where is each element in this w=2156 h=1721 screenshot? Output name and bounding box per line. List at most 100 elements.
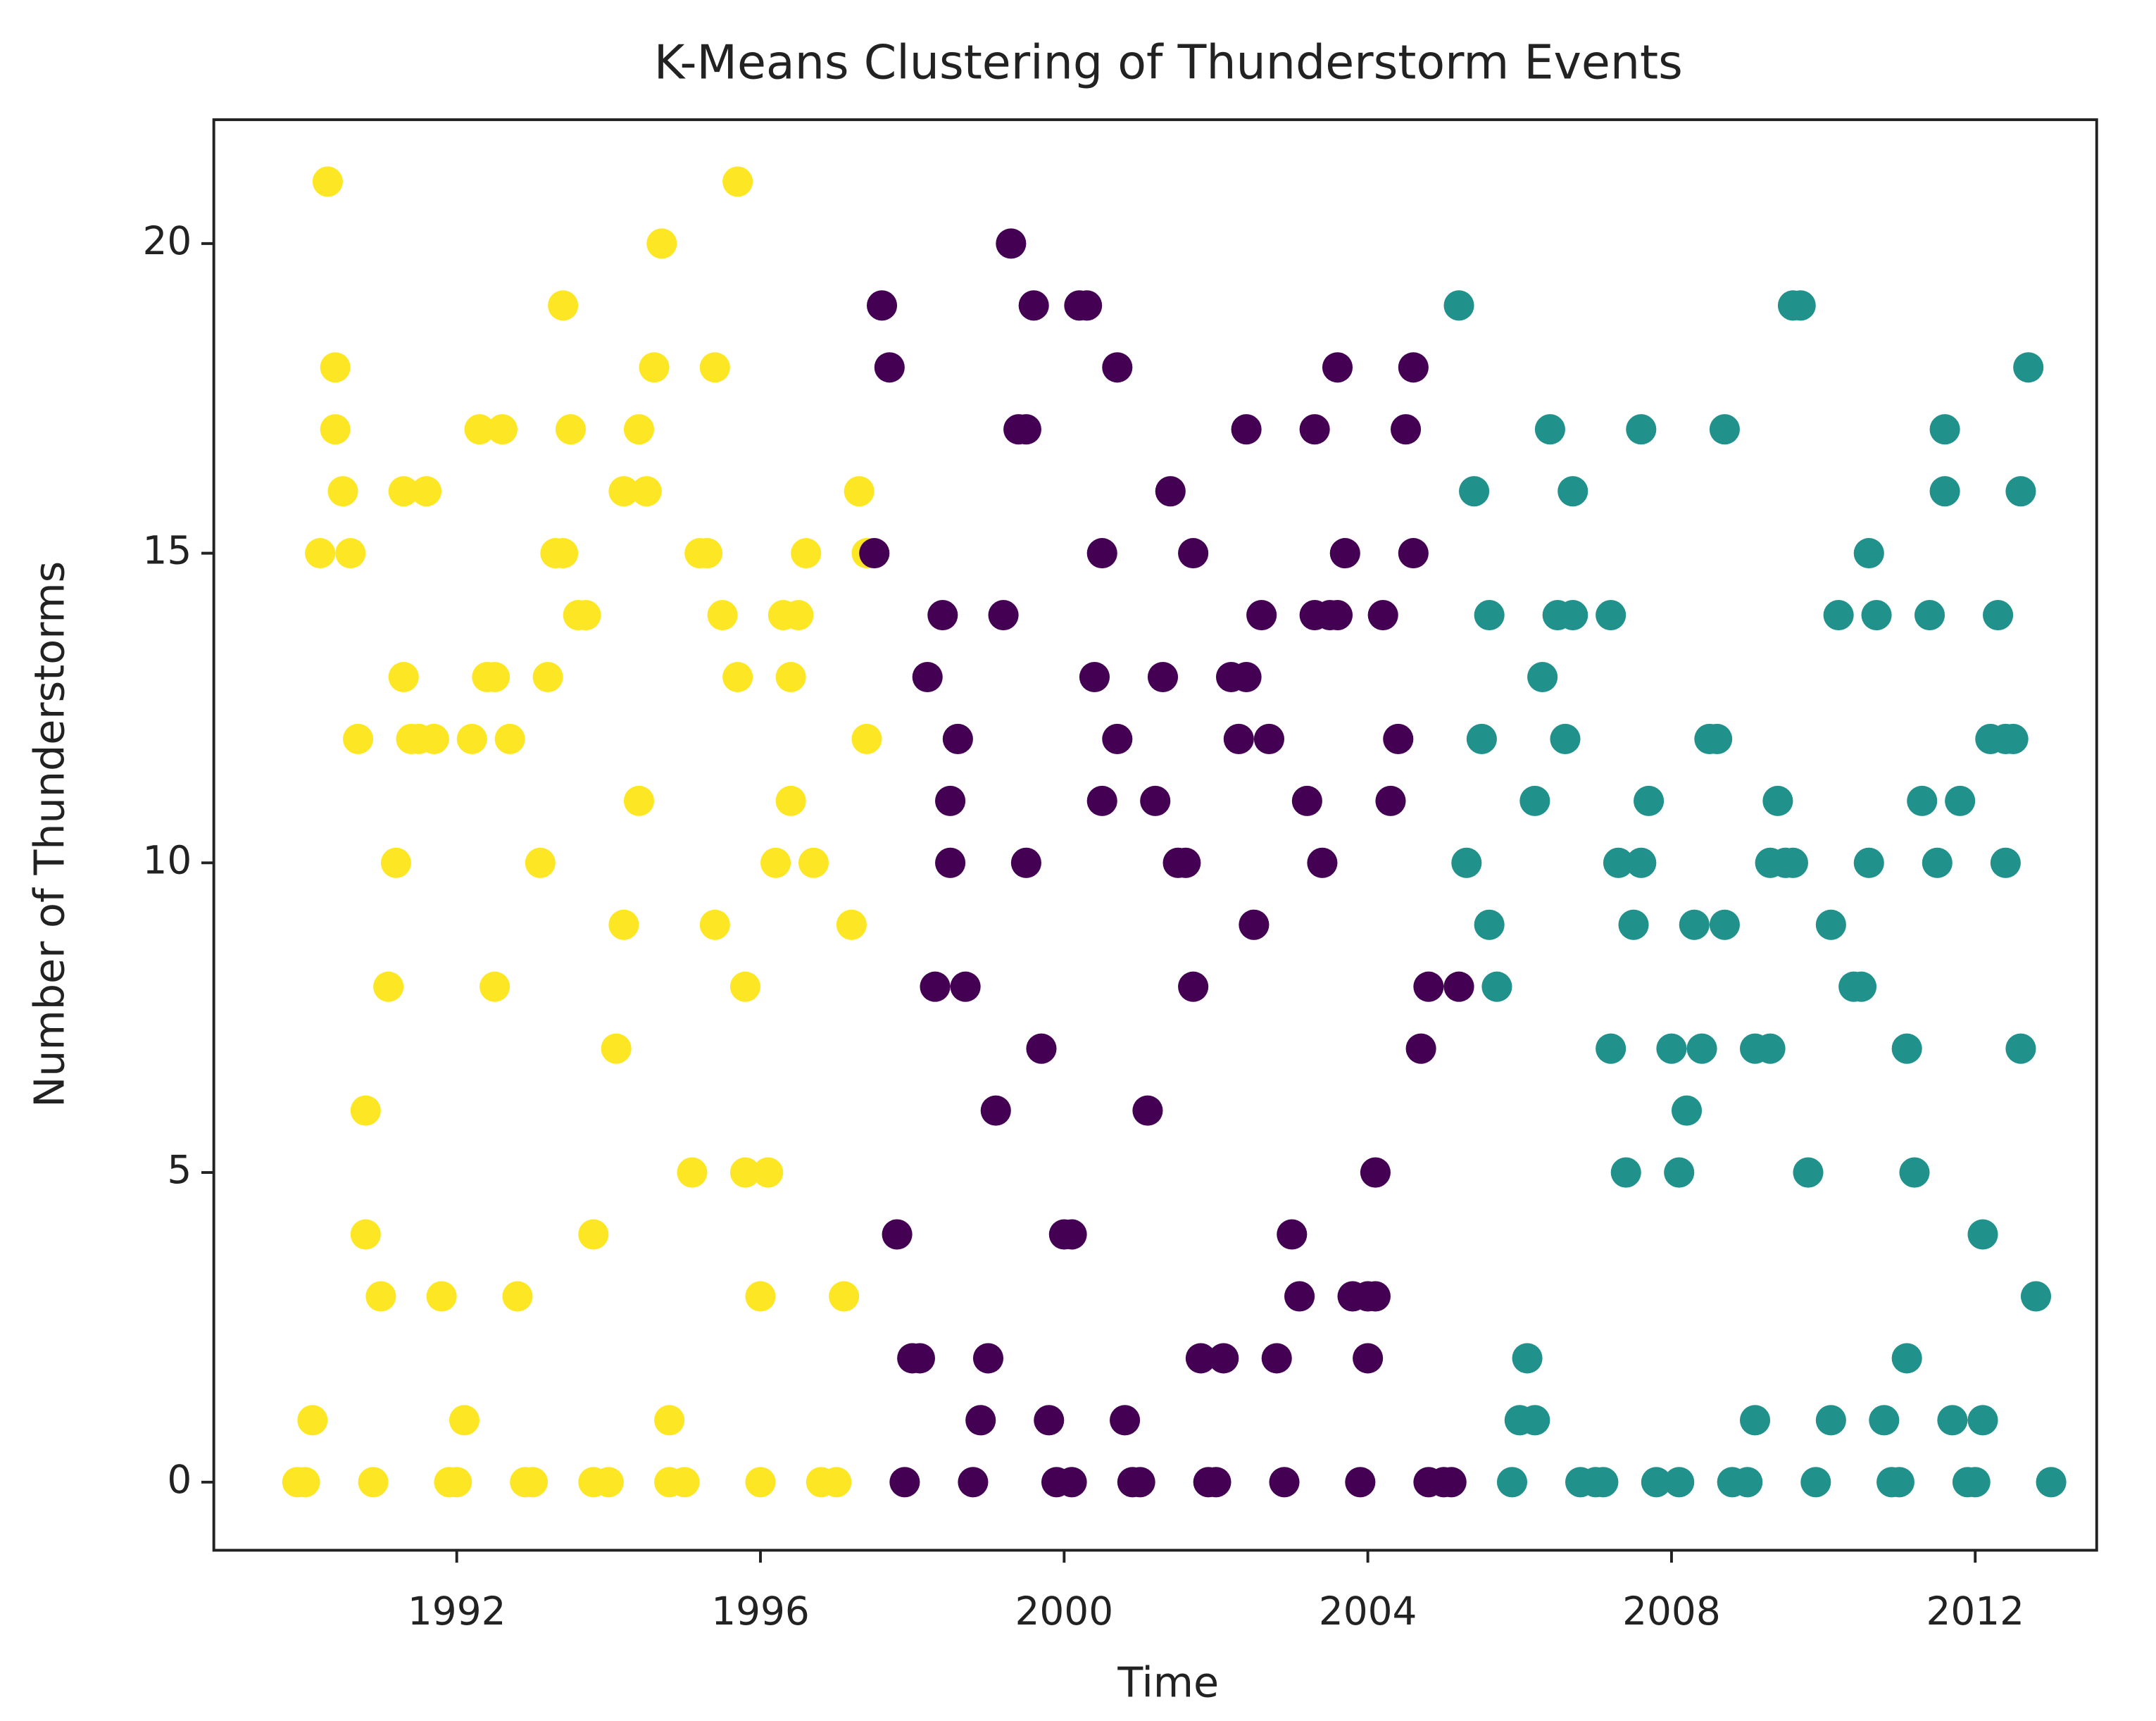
point (350, 1219, 381, 1250)
point (691, 538, 723, 569)
x-tick-label: 2004 (1319, 1589, 1417, 1634)
point (1610, 1157, 1641, 1188)
point (722, 661, 753, 693)
point (335, 538, 366, 569)
point (418, 723, 449, 754)
point (1223, 723, 1254, 754)
point (1534, 414, 1565, 445)
point (889, 1467, 920, 1498)
point (1231, 414, 1262, 445)
point (388, 661, 419, 693)
point (1626, 847, 1657, 878)
point (623, 785, 655, 816)
point (555, 414, 586, 445)
point (1079, 661, 1110, 693)
point (1702, 723, 1733, 754)
point (1929, 414, 1960, 445)
point (1261, 1343, 1292, 1374)
y-tick-label: 20 (143, 218, 192, 263)
point (1360, 1281, 1391, 1312)
point (320, 352, 351, 383)
point (1656, 1033, 1687, 1064)
point (1086, 785, 1117, 816)
point (517, 1467, 549, 1498)
point (1466, 723, 1497, 754)
point (729, 1157, 760, 1188)
point (1739, 1405, 1771, 1436)
point (980, 1095, 1011, 1126)
point (859, 538, 890, 569)
point (829, 1281, 860, 1312)
point (1853, 847, 1884, 878)
point (775, 661, 806, 693)
point (1124, 1467, 1155, 1498)
point (623, 414, 655, 445)
point (373, 971, 404, 1002)
point (578, 1219, 609, 1250)
point (1998, 723, 2029, 754)
point (646, 228, 677, 259)
point (1709, 909, 1740, 940)
point (1785, 290, 1816, 321)
point (1201, 1467, 1231, 1498)
point (388, 476, 419, 507)
point (1110, 1405, 1141, 1436)
point (1102, 352, 1133, 383)
point (1671, 1095, 1703, 1126)
point (1929, 476, 1960, 507)
point (1755, 1033, 1786, 1064)
point (1132, 1095, 1163, 1126)
point (1239, 909, 1270, 940)
point (1360, 1157, 1391, 1188)
point (297, 1405, 328, 1436)
point (1185, 1343, 1216, 1374)
point (1056, 1219, 1087, 1250)
point (950, 971, 981, 1002)
point (988, 600, 1019, 631)
point (1018, 290, 1049, 321)
point (844, 476, 875, 507)
point (1291, 785, 1322, 816)
point (1072, 290, 1103, 321)
point (502, 1281, 533, 1312)
point (1383, 723, 1414, 754)
point (1922, 847, 1953, 878)
point (1375, 785, 1406, 816)
point (1588, 1467, 1619, 1498)
point (1641, 1467, 1672, 1498)
point (570, 600, 601, 631)
point (1284, 1281, 1315, 1312)
point (1010, 414, 1041, 445)
point (365, 1281, 396, 1312)
point (1891, 1033, 1922, 1064)
point (1777, 847, 1809, 878)
point (654, 1405, 685, 1436)
x-axis-label: Time (1117, 1658, 1219, 1707)
point (494, 723, 525, 754)
chart-title: K-Means Clustering of Thunderstorm Event… (654, 35, 1683, 90)
point (1732, 1467, 1763, 1498)
point (699, 352, 730, 383)
point (1960, 1467, 1991, 1498)
point (1603, 847, 1634, 878)
point (1983, 600, 2014, 631)
point (456, 723, 487, 754)
y-tick-label: 15 (143, 528, 192, 573)
point (1907, 785, 1938, 816)
point (874, 352, 905, 383)
point (1686, 1033, 1717, 1064)
point (798, 847, 829, 878)
point (1519, 1405, 1550, 1436)
point (851, 723, 882, 754)
point (920, 971, 951, 1002)
point (1596, 600, 1627, 631)
point (525, 847, 556, 878)
point (1322, 600, 1353, 631)
point (548, 290, 579, 321)
point (707, 600, 738, 631)
point (1914, 600, 1945, 631)
point (1474, 909, 1505, 940)
point (1853, 538, 1884, 569)
point (1034, 1405, 1065, 1436)
point (745, 1281, 776, 1312)
